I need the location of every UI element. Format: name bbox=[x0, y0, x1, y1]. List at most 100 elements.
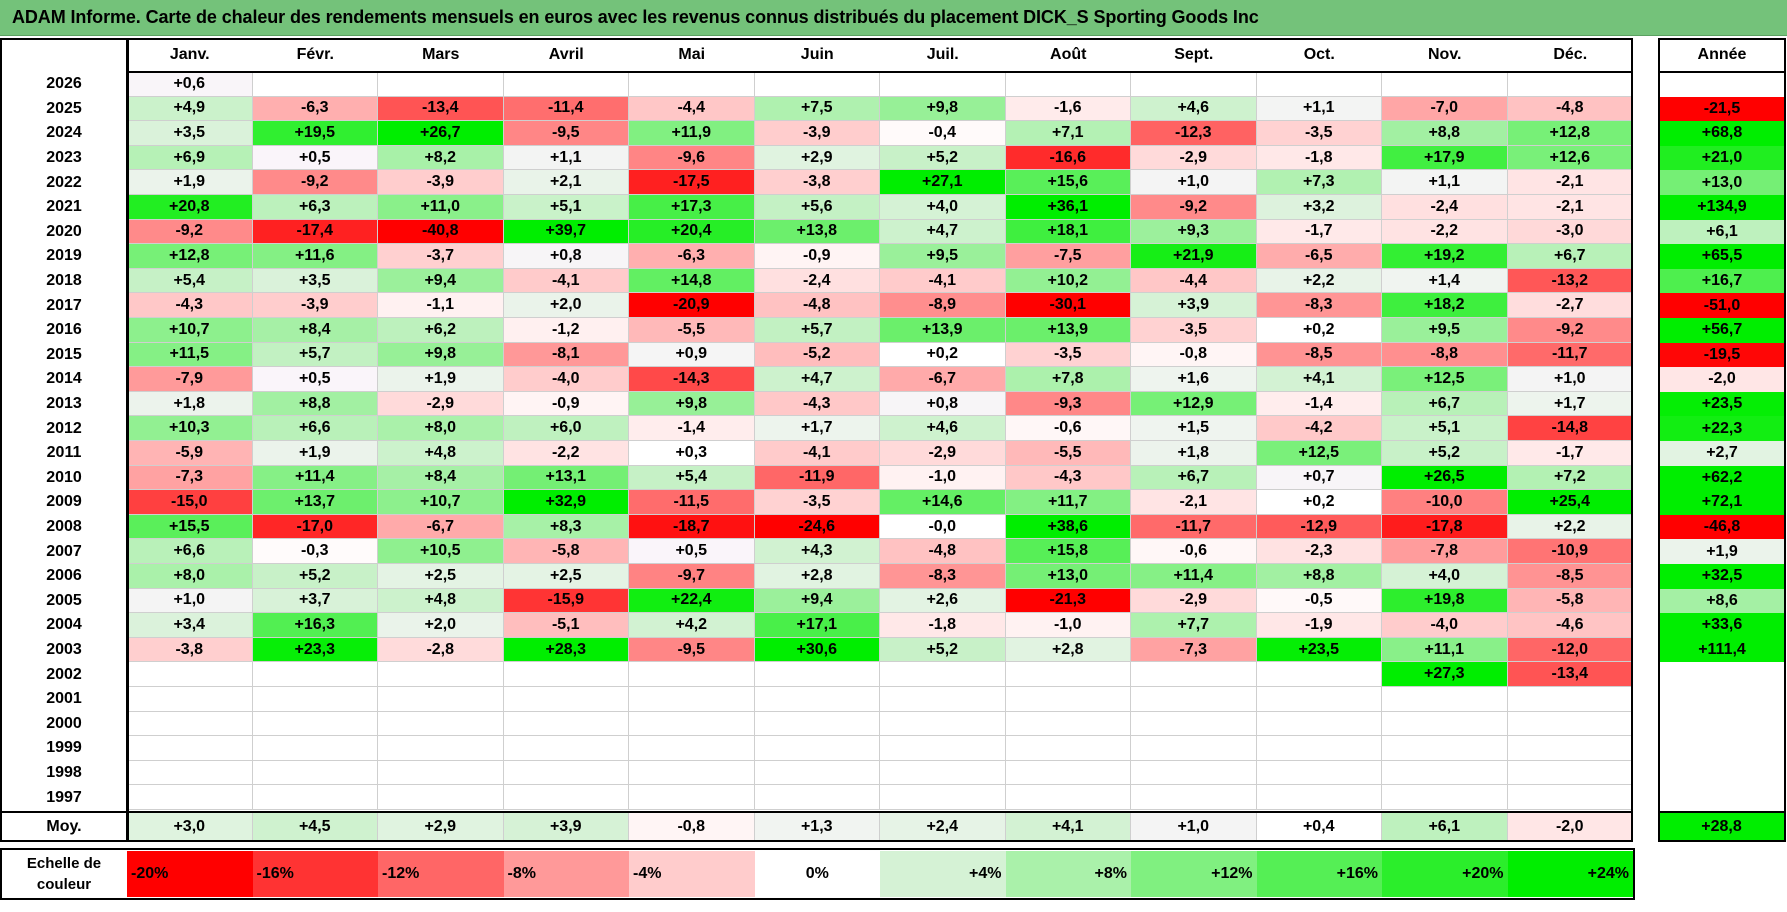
year-label: 2009 bbox=[46, 493, 82, 511]
heatmap-cell: +8,8 bbox=[252, 391, 378, 417]
color-scale-swatch: -4% bbox=[629, 851, 755, 897]
color-scale-swatch: +12% bbox=[1131, 851, 1257, 897]
heatmap-cell bbox=[754, 760, 880, 786]
year-label: 2011 bbox=[46, 444, 82, 462]
year-label: 2015 bbox=[46, 345, 82, 363]
heatmap-cell: -1,8 bbox=[1256, 145, 1382, 171]
average-cell: +2,4 bbox=[880, 812, 1006, 842]
heatmap-cell: +9,5 bbox=[880, 244, 1006, 269]
heatmap-cell bbox=[1256, 736, 1382, 761]
heatmap-cell bbox=[127, 687, 253, 712]
heatmap-cell: +5,7 bbox=[252, 342, 378, 368]
heatmap-cell bbox=[754, 711, 880, 737]
heatmap-cell: +28,3 bbox=[503, 637, 629, 663]
heatmap-cell: -3,9 bbox=[252, 293, 378, 318]
heatmap-cell: -14,3 bbox=[629, 367, 755, 392]
annual-cell: +62,2 bbox=[1659, 465, 1785, 491]
heatmap-cell: +13,1 bbox=[503, 465, 629, 491]
heatmap-cell: -5,8 bbox=[503, 539, 629, 564]
heatmap-cell: +5,6 bbox=[754, 195, 880, 220]
month-header: Mars bbox=[422, 46, 460, 63]
heatmap-cell: +4,7 bbox=[754, 367, 880, 392]
heatmap-cell: -13,4 bbox=[378, 96, 504, 122]
average-cell: +3,0 bbox=[127, 812, 253, 842]
heatmap-cell: +1,9 bbox=[252, 441, 378, 466]
heatmap-cell: -3,9 bbox=[378, 170, 504, 195]
average-cell: +4,5 bbox=[252, 812, 378, 842]
heatmap-cell: +4,1 bbox=[1256, 367, 1382, 392]
heatmap-cell: -7,0 bbox=[1382, 96, 1508, 122]
annual-cell: +23,5 bbox=[1659, 391, 1785, 417]
heatmap-cell: -3,8 bbox=[127, 637, 253, 663]
heatmap-cell bbox=[1507, 687, 1633, 712]
heatmap-cell bbox=[1256, 687, 1382, 712]
heatmap-cell bbox=[754, 662, 880, 687]
month-header: Mai bbox=[678, 46, 706, 63]
heatmap-cell: +10,3 bbox=[127, 416, 253, 441]
title-bar: ADAM Informe. Carte de chaleur des rende… bbox=[0, 0, 1787, 36]
heatmap-cell: -6,7 bbox=[378, 514, 504, 540]
heatmap-cell bbox=[1507, 760, 1633, 786]
heatmap-cell: +0,8 bbox=[503, 244, 629, 269]
heatmap-cell bbox=[503, 687, 629, 712]
heatmap-cell: +25,4 bbox=[1507, 490, 1633, 515]
year-label: 2018 bbox=[46, 272, 82, 290]
average-separator bbox=[0, 811, 1633, 813]
heatmap-cell: -0,6 bbox=[1131, 539, 1257, 564]
heatmap-cell: -6,3 bbox=[629, 244, 755, 269]
year-label: 2004 bbox=[46, 616, 82, 634]
heatmap-cell: -12,9 bbox=[1256, 514, 1382, 540]
heatmap-cell: -12,3 bbox=[1131, 121, 1257, 146]
heatmap-cell: -2,7 bbox=[1507, 293, 1633, 318]
annual-cell bbox=[1659, 785, 1785, 810]
heatmap-cell bbox=[127, 760, 253, 786]
heatmap-cell: -2,1 bbox=[1507, 195, 1633, 220]
heatmap-cell: -4,8 bbox=[880, 539, 1006, 564]
heatmap-cell bbox=[880, 760, 1006, 786]
heatmap-cell: -5,5 bbox=[629, 318, 755, 343]
heatmap-cell: +39,7 bbox=[503, 219, 629, 245]
heatmap-cell: +8,3 bbox=[503, 514, 629, 540]
color-scale-swatch: +8% bbox=[1005, 851, 1131, 897]
heatmap-cell bbox=[127, 662, 253, 687]
annual-cell: -19,5 bbox=[1659, 342, 1785, 368]
heatmap-cell: +8,4 bbox=[378, 465, 504, 491]
average-cell: -2,0 bbox=[1507, 812, 1633, 842]
heatmap-cell: -4,1 bbox=[503, 268, 629, 294]
average-cell: -0,8 bbox=[629, 812, 755, 842]
heatmap-cell: +1,8 bbox=[127, 391, 253, 417]
heatmap-cell: -9,3 bbox=[1005, 391, 1131, 417]
heatmap-cell: +13,9 bbox=[880, 318, 1006, 343]
year-label: 2002 bbox=[46, 665, 82, 683]
color-scale-swatch: +4% bbox=[880, 851, 1006, 897]
heatmap-cell: +12,8 bbox=[127, 244, 253, 269]
heatmap-cell: -11,7 bbox=[1131, 514, 1257, 540]
heatmap-cell: -6,3 bbox=[252, 96, 378, 122]
heatmap-cell: +9,8 bbox=[629, 391, 755, 417]
heatmap-cell: +3,4 bbox=[127, 613, 253, 638]
heatmap-cell: -3,0 bbox=[1507, 219, 1633, 245]
annual-cell: +65,5 bbox=[1659, 244, 1785, 269]
chart-title: ADAM Informe. Carte de chaleur des rende… bbox=[12, 7, 1259, 27]
heatmap-cell: -7,8 bbox=[1382, 539, 1508, 564]
heatmap-cell bbox=[1005, 736, 1131, 761]
annual-cell bbox=[1659, 662, 1785, 687]
heatmap-cell: -1,0 bbox=[1005, 613, 1131, 638]
heatmap-cell: -16,6 bbox=[1005, 145, 1131, 171]
average-cell: +0,4 bbox=[1256, 812, 1382, 842]
heatmap-cell bbox=[1131, 785, 1257, 810]
heatmap-cell: -2,4 bbox=[1382, 195, 1508, 220]
heatmap-cell: +3,2 bbox=[1256, 195, 1382, 220]
heatmap-cell: -4,2 bbox=[1256, 416, 1382, 441]
heatmap-cell: -5,9 bbox=[127, 441, 253, 466]
heatmap-cell bbox=[1005, 785, 1131, 810]
heatmap-cell bbox=[503, 711, 629, 737]
heatmap-cell: +5,2 bbox=[880, 145, 1006, 171]
heatmap-cell: +3,5 bbox=[252, 268, 378, 294]
heatmap-cell: +1,8 bbox=[1131, 441, 1257, 466]
heatmap-cell: -5,5 bbox=[1005, 441, 1131, 466]
heatmap-cell: +3,9 bbox=[1131, 293, 1257, 318]
header-separator bbox=[127, 71, 1633, 73]
heatmap-cell: +7,3 bbox=[1256, 170, 1382, 195]
heatmap-cell: -17,5 bbox=[629, 170, 755, 195]
